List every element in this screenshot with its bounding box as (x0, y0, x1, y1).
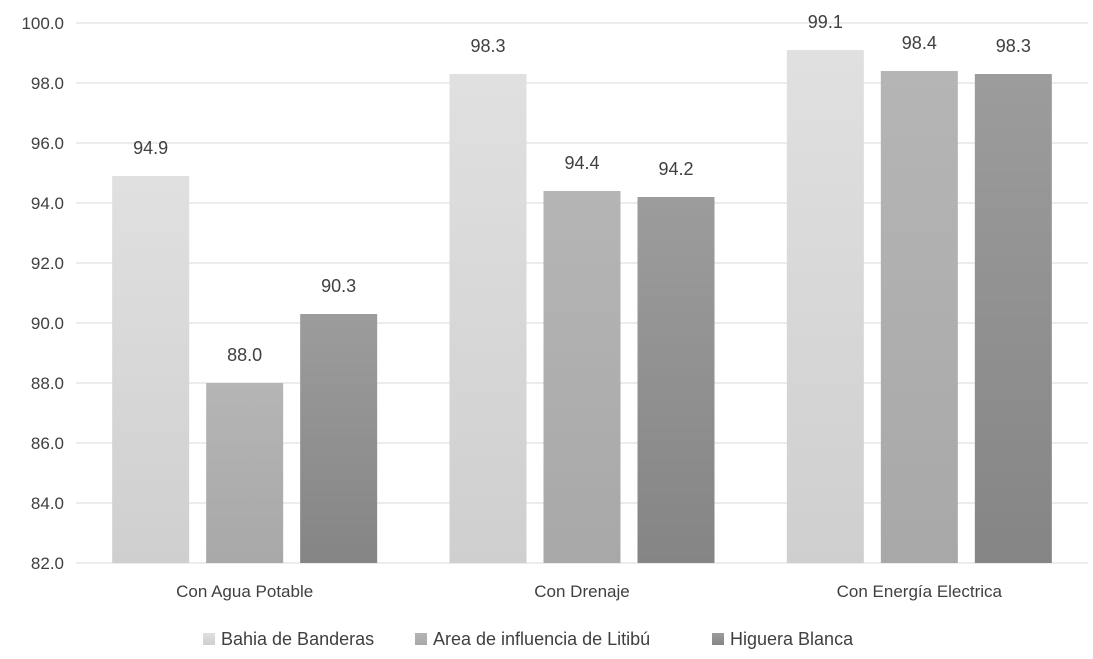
bar (300, 314, 378, 563)
y-tick-label: 90.0 (31, 314, 64, 333)
data-label: 98.3 (470, 36, 505, 56)
y-tick-label: 84.0 (31, 494, 64, 513)
legend: Bahia de Banderas Area de influencia de L… (203, 629, 854, 649)
bar (786, 50, 864, 563)
x-category-label: Con Energía Electrica (837, 582, 1003, 601)
bar (449, 74, 527, 563)
legend-label: Bahia de Banderas (221, 629, 374, 649)
data-label: 98.4 (902, 33, 937, 53)
bar (880, 71, 958, 563)
legend-label: Higuera Blanca (730, 629, 854, 649)
y-tick-label: 98.0 (31, 74, 64, 93)
data-labels: 94.9 88.0 90.3 98.3 94.4 94.2 99.1 98.4 98.3 (133, 12, 1031, 365)
bar (112, 176, 190, 563)
y-tick-label: 92.0 (31, 254, 64, 273)
y-tick-label: 96.0 (31, 134, 64, 153)
data-label: 94.2 (658, 159, 693, 179)
legend-swatch (203, 633, 215, 645)
data-label: 94.4 (564, 153, 599, 173)
bars (112, 50, 1052, 563)
data-label: 99.1 (808, 12, 843, 32)
data-label: 90.3 (321, 276, 356, 296)
bar (974, 74, 1052, 563)
bar (637, 197, 715, 563)
y-tick-label: 88.0 (31, 374, 64, 393)
data-label: 94.9 (133, 138, 168, 158)
data-label: 88.0 (227, 345, 262, 365)
bar (543, 191, 621, 563)
bar (206, 383, 284, 563)
y-tick-label: 100.0 (21, 14, 64, 33)
y-tick-label: 86.0 (31, 434, 64, 453)
data-label: 98.3 (996, 36, 1031, 56)
legend-label: Area de influencia de Litibú (433, 629, 650, 649)
y-tick-label: 94.0 (31, 194, 64, 213)
y-tick-label: 82.0 (31, 554, 64, 573)
x-axis: Con Agua Potable Con Drenaje Con Energía E… (176, 582, 1002, 601)
x-category-label: Con Agua Potable (176, 582, 313, 601)
y-axis: 82.0 84.0 86.0 88.0 90.0 92.0 94.0 96.0 98.0 100.… (21, 14, 64, 573)
legend-swatch (712, 633, 724, 645)
legend-swatch (415, 633, 427, 645)
x-category-label: Con Drenaje (534, 582, 629, 601)
